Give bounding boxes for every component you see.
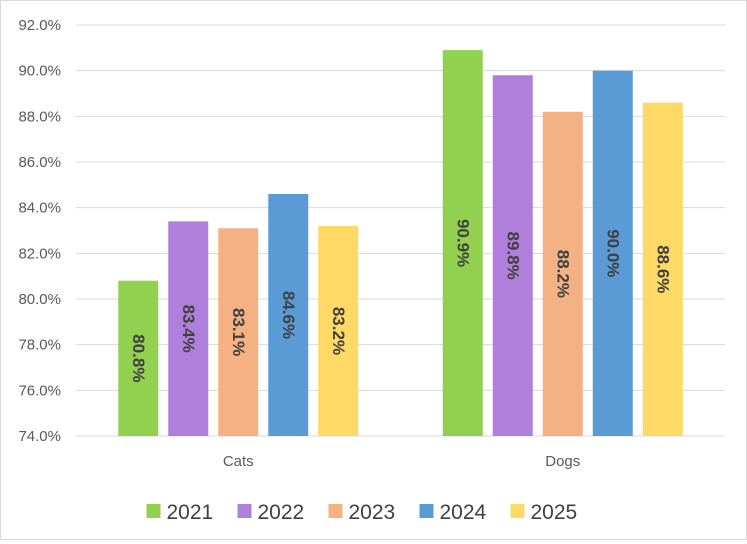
bar-2021-dogs xyxy=(442,50,483,436)
bar-2023-cats xyxy=(218,228,259,436)
bars xyxy=(118,50,683,437)
legend-swatch xyxy=(328,504,343,518)
y-tick-label: 78.0% xyxy=(18,337,61,354)
data-labels: 80.8% 83.4% 83.1% 84.6% 83.2% 90.9% 89.8% 88.2%… xyxy=(129,219,673,383)
y-tick-label: 76.0% xyxy=(18,382,61,399)
data-label: 83.2% xyxy=(329,307,348,355)
y-tick-label: 90.0% xyxy=(18,63,61,80)
data-label: 88.2% xyxy=(553,250,572,298)
x-category-label: Cats xyxy=(223,453,254,470)
y-tick-label: 74.0% xyxy=(18,428,61,445)
x-axis-category-labels: Cats Dogs xyxy=(223,453,580,470)
bar-2025-cats xyxy=(318,225,359,436)
legend-label: 2021 xyxy=(167,501,214,524)
legend-swatch xyxy=(146,504,161,518)
legend-swatch xyxy=(419,504,434,518)
legend-swatch xyxy=(237,504,252,518)
legend-swatch xyxy=(510,504,525,518)
data-label: 89.8% xyxy=(503,232,522,280)
data-label: 90.0% xyxy=(603,229,622,277)
bar-2022-dogs xyxy=(492,75,533,436)
y-tick-label: 86.0% xyxy=(18,154,61,171)
data-label: 84.6% xyxy=(279,291,298,339)
y-tick-label: 80.0% xyxy=(18,291,61,308)
bar-2024-cats xyxy=(268,193,309,436)
data-label: 83.1% xyxy=(229,308,248,356)
y-tick-label: 92.0% xyxy=(18,17,61,34)
data-label: 88.6% xyxy=(653,245,672,293)
bar-2022-cats xyxy=(168,221,209,436)
y-axis-tick-labels: 74.0% 76.0% 78.0% 80.0% 82.0% 84.0% 86.0% 88.0%… xyxy=(18,17,61,445)
data-label: 83.4% xyxy=(179,305,198,353)
bar-2025-dogs xyxy=(642,102,683,436)
x-category-label: Dogs xyxy=(545,453,580,470)
y-tick-label: 84.0% xyxy=(18,200,61,217)
bar-2023-dogs xyxy=(542,111,583,437)
legend: 2021 2022 2023 2024 2025 xyxy=(146,501,578,524)
legend-label: 2024 xyxy=(440,501,487,524)
y-tick-label: 88.0% xyxy=(18,108,61,125)
data-label: 90.9% xyxy=(453,219,472,267)
legend-label: 2023 xyxy=(349,501,396,524)
bar-2024-dogs xyxy=(592,70,633,437)
data-label: 80.8% xyxy=(129,334,148,382)
y-tick-label: 82.0% xyxy=(18,245,61,262)
bar-2021-cats xyxy=(118,280,159,436)
legend-label: 2025 xyxy=(531,501,578,524)
legend-label: 2022 xyxy=(258,501,305,524)
